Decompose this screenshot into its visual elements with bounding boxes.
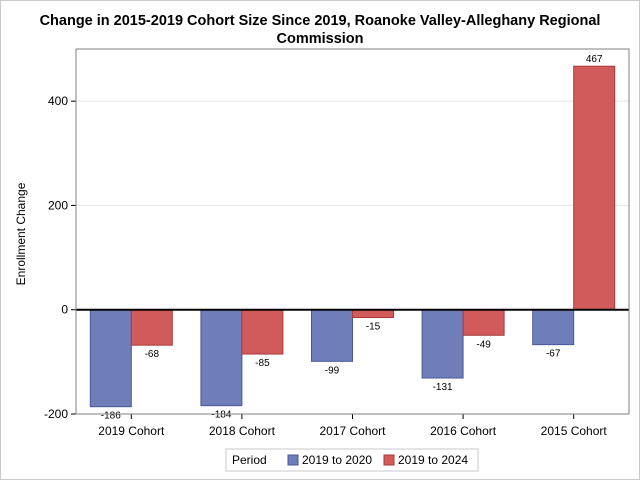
data-label: -184 bbox=[211, 410, 231, 421]
y-tick-label: 0 bbox=[61, 303, 68, 317]
chart-title-line1: Change in 2015-2019 Cohort Size Since 20… bbox=[40, 13, 601, 29]
data-label: -186 bbox=[101, 411, 121, 422]
bar bbox=[462, 309, 505, 336]
data-label: 467 bbox=[586, 54, 603, 65]
bar bbox=[89, 309, 132, 408]
legend-item-label: 2019 to 2020 bbox=[302, 453, 372, 467]
bar bbox=[352, 309, 394, 319]
plot-frame bbox=[75, 48, 630, 415]
x-tick-label: 2016 Cohort bbox=[430, 424, 497, 438]
data-label: -99 bbox=[325, 365, 340, 376]
data-label: -15 bbox=[366, 322, 381, 333]
plot-area: -186 -68 2019 Cohort -184 -85 2018 Cohort -99 -… bbox=[44, 48, 630, 438]
data-label: -67 bbox=[546, 349, 561, 360]
bar bbox=[200, 309, 243, 407]
legend: Period 2019 to 2020 2019 to 2024 bbox=[225, 448, 479, 472]
y-tick-label: 200 bbox=[48, 198, 68, 212]
data-label: -131 bbox=[433, 382, 453, 393]
chart-title-line2: Commission bbox=[276, 31, 363, 47]
data-label: -68 bbox=[145, 349, 160, 360]
data-label: -85 bbox=[255, 358, 270, 369]
legend-item-label: 2019 to 2024 bbox=[398, 453, 468, 467]
legend-title: Period bbox=[232, 453, 267, 467]
x-tick-label: 2015 Cohort bbox=[541, 424, 608, 438]
bar bbox=[421, 309, 464, 379]
legend-swatch bbox=[383, 454, 395, 466]
bar bbox=[573, 65, 616, 311]
data-label: -49 bbox=[476, 339, 491, 350]
x-tick-label: 2019 Cohort bbox=[98, 424, 165, 438]
legend-swatch bbox=[287, 454, 299, 466]
x-tick-label: 2018 Cohort bbox=[209, 424, 276, 438]
x-tick-label: 2017 Cohort bbox=[319, 424, 386, 438]
bar bbox=[311, 309, 353, 362]
y-tick-label: 400 bbox=[48, 94, 68, 108]
bar bbox=[130, 309, 173, 346]
y-axis-label: Enrollment Change bbox=[14, 182, 28, 285]
y-tick-label: -200 bbox=[44, 407, 68, 421]
bar bbox=[532, 309, 575, 346]
bar bbox=[241, 309, 284, 355]
